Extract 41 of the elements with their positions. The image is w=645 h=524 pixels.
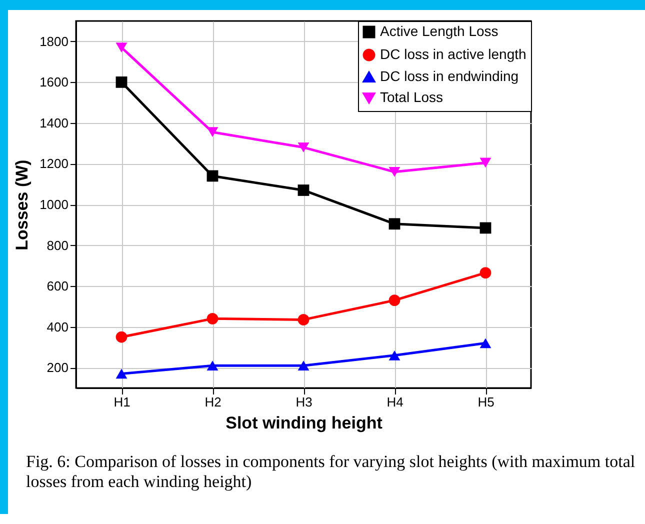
legend-label: DC loss in endwinding — [380, 68, 519, 84]
y-tick-label: 200 — [46, 360, 68, 376]
point — [116, 368, 128, 379]
point — [116, 76, 128, 88]
point — [388, 218, 400, 230]
y-tick-label: 600 — [46, 278, 68, 294]
point — [480, 267, 492, 278]
x-tick-label: H4 — [386, 394, 404, 410]
legend-label: Total Loss — [380, 89, 444, 105]
point — [206, 312, 218, 324]
point — [206, 127, 218, 138]
point — [298, 142, 310, 152]
point — [480, 222, 492, 234]
point — [298, 360, 310, 371]
point — [206, 360, 218, 371]
y-tick-label: 1000 — [40, 197, 68, 212]
point — [116, 331, 128, 343]
x-tick-label: H3 — [296, 394, 312, 410]
point — [480, 338, 492, 348]
legend-label: Active Length Loss — [380, 23, 498, 39]
point — [116, 42, 128, 52]
caption: Fig. 6: Comparison of losses in components for varying slot heights (with maximum total losses from each winding height) — [26, 452, 636, 492]
y-axis-title: Losses (W) — [12, 160, 32, 250]
point — [480, 158, 492, 168]
y-tick-label: 800 — [46, 238, 68, 253]
point — [206, 170, 218, 182]
point — [298, 314, 310, 326]
y-tick-label: 1200 — [40, 156, 68, 172]
y-tick-label: 1600 — [40, 74, 68, 90]
point — [298, 184, 310, 196]
y-tick-label: 1400 — [40, 115, 68, 130]
legend-label: DC loss in active length — [380, 46, 526, 62]
x-tick-label: H1 — [114, 394, 130, 410]
y-tick-label: 400 — [46, 319, 68, 334]
y-tick-label: 1800 — [40, 34, 68, 49]
x-tick-label: H5 — [478, 394, 494, 410]
point — [388, 350, 400, 360]
point — [388, 294, 400, 306]
point — [388, 166, 400, 177]
x-axis-title: Slot winding height — [226, 414, 383, 432]
x-tick-label: H2 — [204, 394, 222, 410]
